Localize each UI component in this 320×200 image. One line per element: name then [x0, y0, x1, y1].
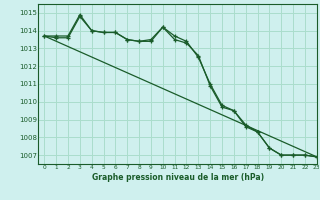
- X-axis label: Graphe pression niveau de la mer (hPa): Graphe pression niveau de la mer (hPa): [92, 173, 264, 182]
